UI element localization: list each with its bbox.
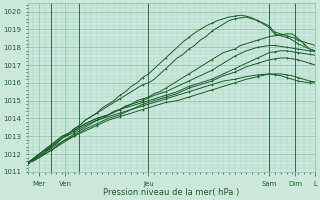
X-axis label: Pression niveau de la mer( hPa ): Pression niveau de la mer( hPa ) [103,188,240,197]
